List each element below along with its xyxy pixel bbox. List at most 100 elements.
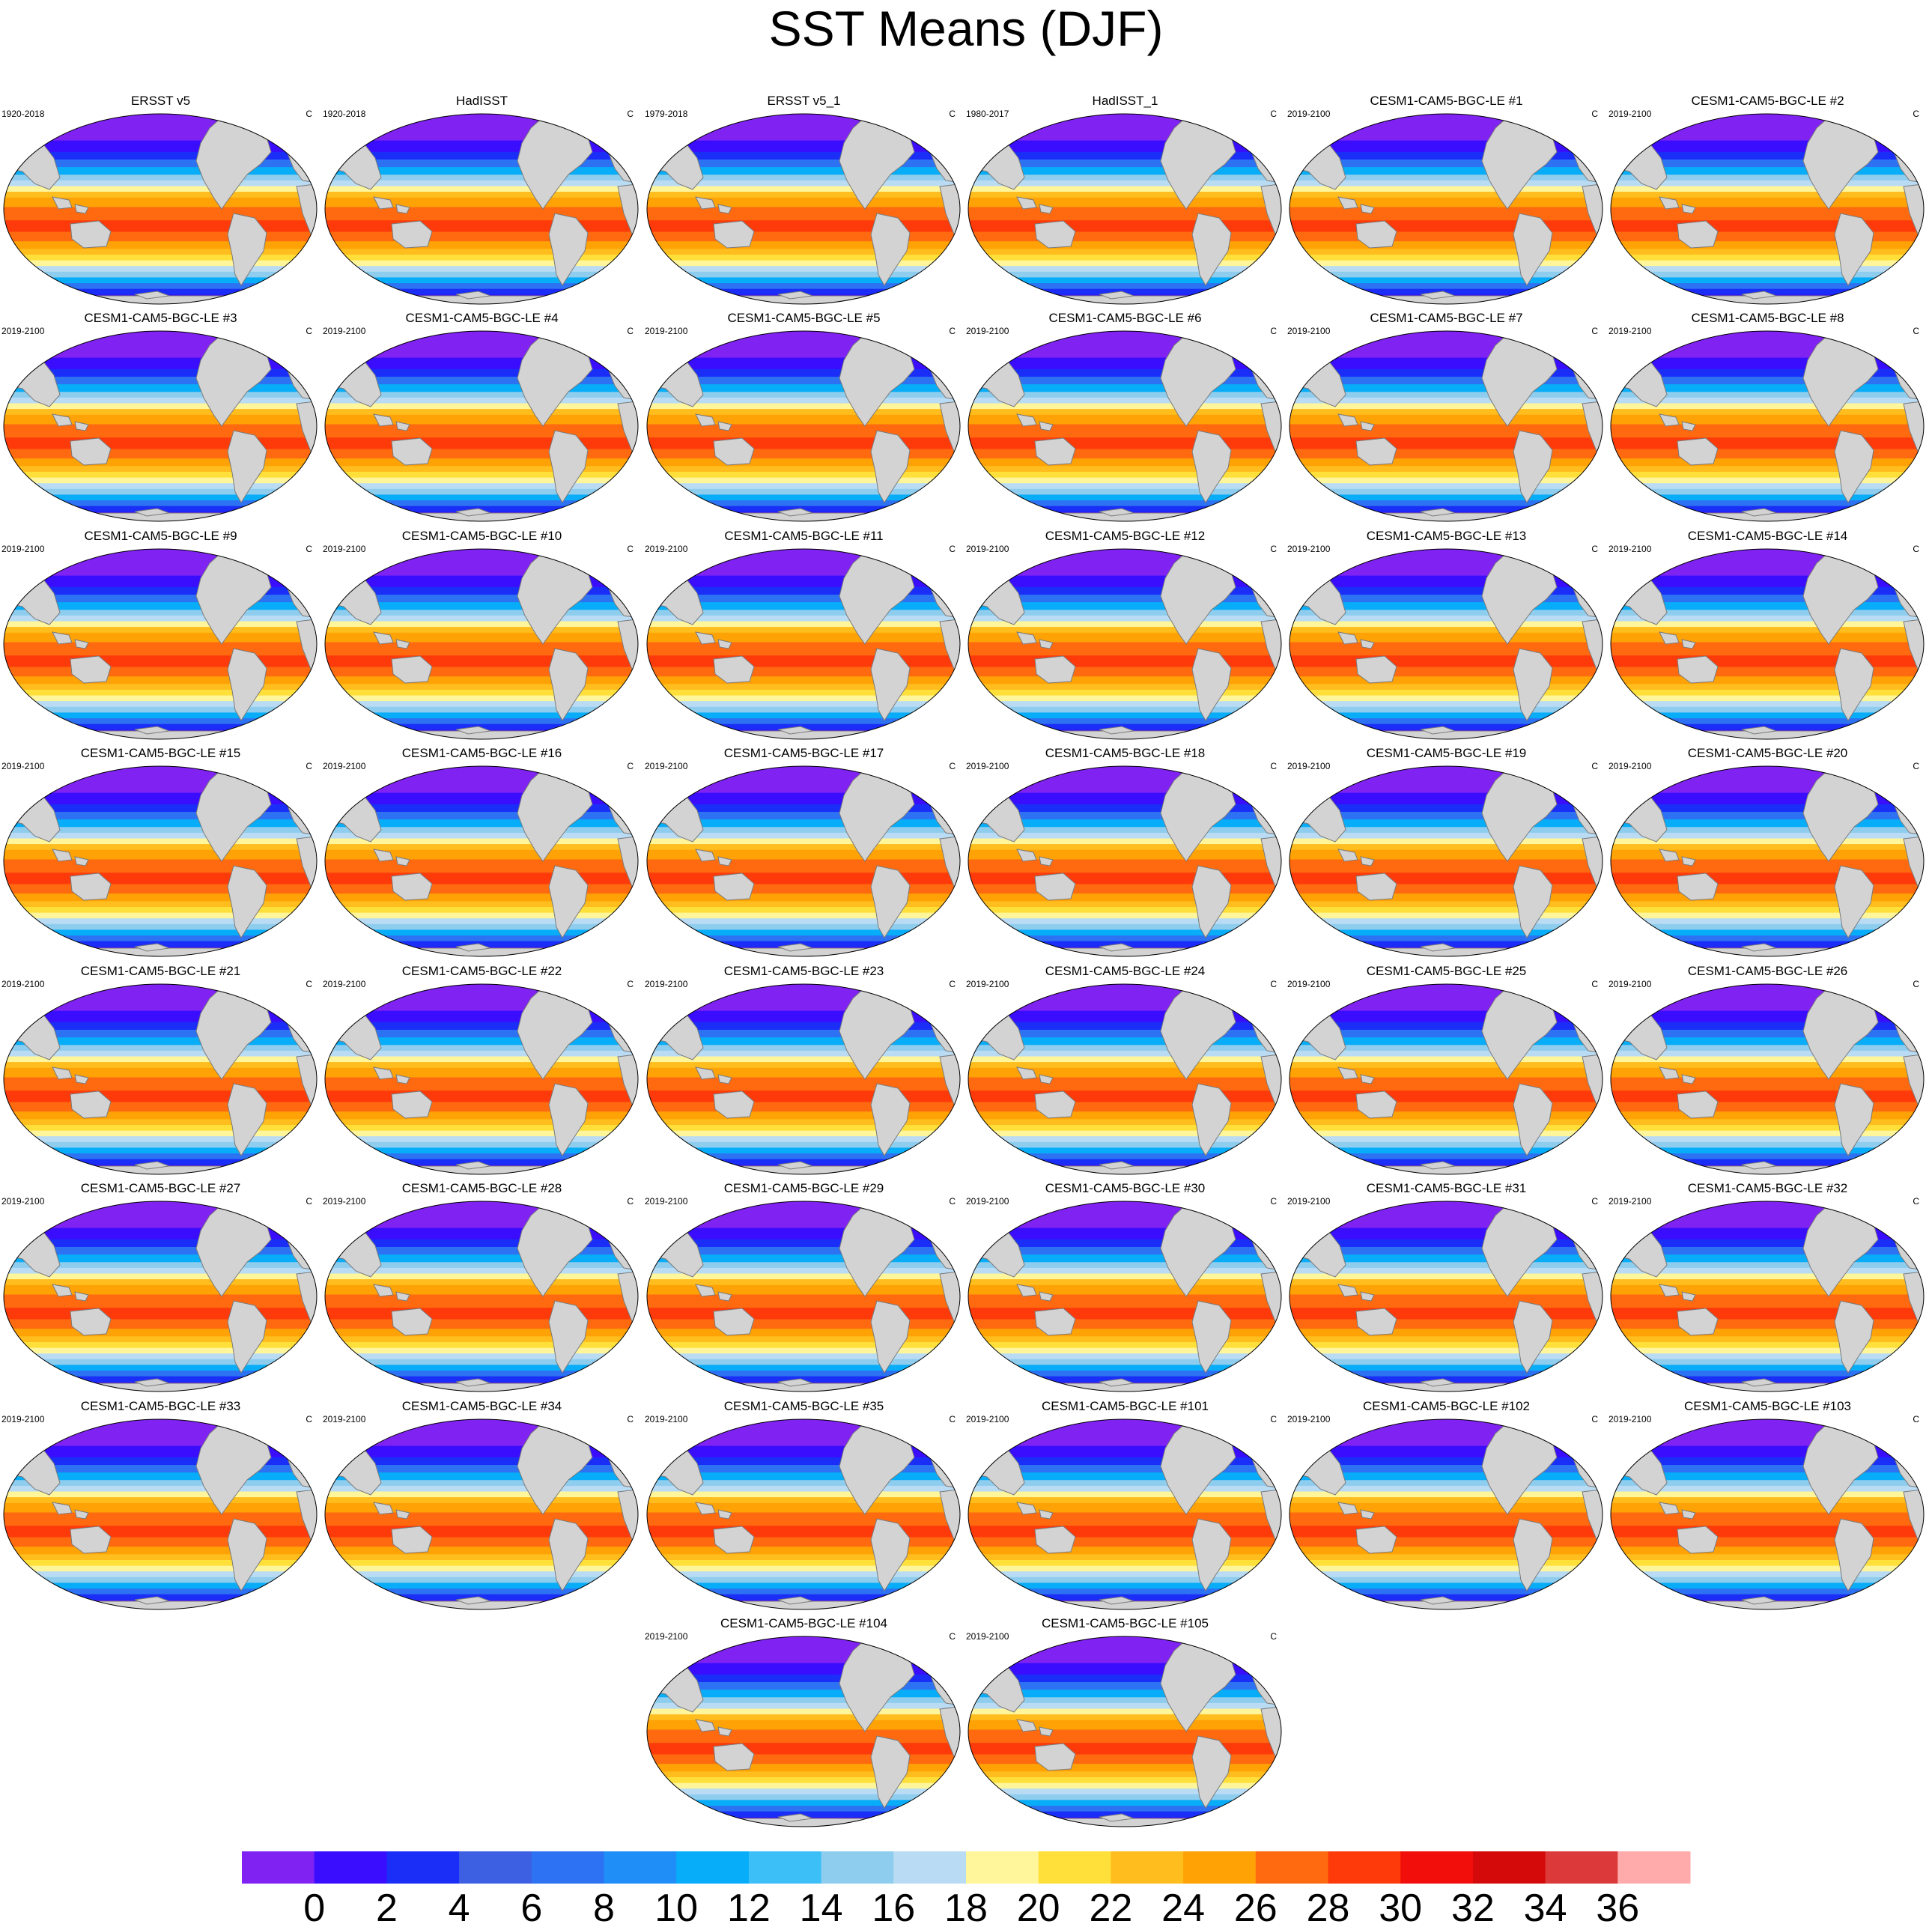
panel-period: 2019-2100 [966, 1631, 1009, 1642]
panel-period: 1980-2017 [966, 109, 1009, 119]
sst-map [646, 765, 961, 957]
map-panel: CESM1-CAM5-BGC-LE #11 2019-2100 C [643, 529, 965, 744]
panel-units: C [1591, 1196, 1598, 1207]
colorbar-tick-label: 32 [1451, 1887, 1495, 1930]
colorbar-tick-label: 0 [303, 1887, 325, 1930]
map-panel: CESM1-CAM5-BGC-LE #30 2019-2100 C [965, 1181, 1286, 1397]
panel-title: CESM1-CAM5-BGC-LE #11 [724, 529, 884, 543]
panel-period: 2019-2100 [645, 1196, 688, 1207]
panel-period: 2019-2100 [1, 544, 45, 554]
panel-period: 2019-2100 [645, 1414, 688, 1424]
panel-units: C [1270, 1414, 1277, 1424]
sst-map [646, 548, 961, 740]
panel-title: CESM1-CAM5-BGC-LE #22 [401, 964, 562, 978]
panel-period: 2019-2100 [1609, 761, 1652, 771]
sst-map [967, 113, 1282, 305]
sst-map [967, 1201, 1282, 1392]
panel-title: CESM1-CAM5-BGC-LE #101 [1042, 1399, 1209, 1413]
panel-title: CESM1-CAM5-BGC-LE #31 [1366, 1181, 1527, 1195]
panel-units: C [1270, 109, 1277, 119]
panel-units: C [949, 109, 956, 119]
colorbar-tick-label: 2 [376, 1887, 398, 1930]
colorbar-tick-label: 12 [727, 1887, 771, 1930]
colorbar-tick-label: 22 [1089, 1887, 1132, 1930]
map-panel: CESM1-CAM5-BGC-LE #19 2019-2100 C [1286, 746, 1607, 962]
map-panel: HadISST_1 1980-2017 C [965, 94, 1286, 309]
panel-title: CESM1-CAM5-BGC-LE #104 [720, 1616, 887, 1630]
sst-map [324, 113, 639, 305]
map-panel: CESM1-CAM5-BGC-LE #13 2019-2100 C [1286, 529, 1607, 744]
sst-map [1289, 548, 1603, 740]
panel-period: 2019-2100 [966, 979, 1009, 989]
panel-units: C [1913, 326, 1919, 336]
panel-period: 2019-2100 [323, 1196, 366, 1207]
map-panel: CESM1-CAM5-BGC-LE #34 2019-2100 C [321, 1399, 643, 1615]
colorbar-tick-label: 20 [1017, 1887, 1060, 1930]
panel-units: C [1913, 544, 1919, 554]
sst-map [646, 1636, 961, 1827]
panel-units: C [949, 761, 956, 771]
sst-map [646, 983, 961, 1175]
panel-title: HadISST [456, 94, 508, 108]
panel-period: 2019-2100 [645, 761, 688, 771]
sst-map [1610, 113, 1925, 305]
panel-title: CESM1-CAM5-BGC-LE #17 [723, 746, 884, 760]
panel-period: 2019-2100 [1, 1196, 45, 1207]
colorbar-swatch [748, 1851, 822, 1884]
sst-map [3, 1418, 318, 1610]
map-panel: ERSST v5_1 1979-2018 C [643, 94, 965, 309]
colorbar-swatch [386, 1851, 460, 1884]
panel-title: CESM1-CAM5-BGC-LE #8 [1691, 311, 1844, 325]
panel-units: C [627, 761, 634, 771]
sst-map [1610, 1418, 1925, 1610]
panel-title: CESM1-CAM5-BGC-LE #29 [723, 1181, 884, 1195]
panel-title: CESM1-CAM5-BGC-LE #103 [1684, 1399, 1851, 1413]
panel-title: CESM1-CAM5-BGC-LE #18 [1045, 746, 1206, 760]
panel-units: C [627, 1414, 634, 1424]
panel-period: 2019-2100 [1287, 544, 1331, 554]
panel-units: C [1270, 544, 1277, 554]
map-panel: CESM1-CAM5-BGC-LE #2 2019-2100 C [1607, 94, 1928, 309]
map-panel: CESM1-CAM5-BGC-LE #3 2019-2100 C [0, 311, 321, 526]
panel-units: C [1591, 979, 1598, 989]
panel-period: 2019-2100 [1287, 761, 1331, 771]
colorbar-tick-label: 30 [1379, 1887, 1422, 1930]
panel-title: CESM1-CAM5-BGC-LE #23 [723, 964, 884, 978]
map-panel: ERSST v5 1920-2018 C [0, 94, 321, 309]
map-panel: CESM1-CAM5-BGC-LE #1 2019-2100 C [1286, 94, 1607, 309]
sst-map [1289, 765, 1603, 957]
sst-map [1610, 765, 1925, 957]
panel-period: 2019-2100 [323, 544, 366, 554]
panel-units: C [1270, 979, 1277, 989]
sst-map [646, 113, 961, 305]
map-panel: CESM1-CAM5-BGC-LE #104 2019-2100 C [643, 1616, 965, 1832]
sst-map [3, 983, 318, 1175]
panel-units: C [627, 544, 634, 554]
panel-period: 2019-2100 [323, 1414, 366, 1424]
colorbar-swatch [1400, 1851, 1474, 1884]
map-panel: CESM1-CAM5-BGC-LE #21 2019-2100 C [0, 964, 321, 1180]
panel-title: CESM1-CAM5-BGC-LE #16 [401, 746, 562, 760]
panel-title: CESM1-CAM5-BGC-LE #24 [1045, 964, 1206, 978]
map-panel: CESM1-CAM5-BGC-LE #10 2019-2100 C [321, 529, 643, 744]
panel-title: CESM1-CAM5-BGC-LE #34 [401, 1399, 562, 1413]
panel-period: 2019-2100 [1609, 326, 1652, 336]
colorbar-swatch [1183, 1851, 1257, 1884]
sst-map [1289, 1418, 1603, 1610]
panel-period: 2019-2100 [1287, 1196, 1331, 1207]
panel-period: 2019-2100 [1, 979, 45, 989]
sst-map [1289, 1201, 1603, 1392]
panel-period: 2019-2100 [966, 761, 1009, 771]
colorbar-swatch [1617, 1851, 1691, 1884]
sst-map [967, 1418, 1282, 1610]
colorbar-swatch [242, 1851, 315, 1884]
colorbar-swatch [1472, 1851, 1546, 1884]
panel-units: C [1913, 109, 1919, 119]
map-panel: CESM1-CAM5-BGC-LE #5 2019-2100 C [643, 311, 965, 526]
colorbar-tick-label: 36 [1596, 1887, 1639, 1930]
colorbar-swatch [459, 1851, 532, 1884]
panel-period: 2019-2100 [1609, 979, 1652, 989]
map-panel: CESM1-CAM5-BGC-LE #24 2019-2100 C [965, 964, 1286, 1180]
panel-title: CESM1-CAM5-BGC-LE #20 [1687, 746, 1848, 760]
colorbar-swatch [1038, 1851, 1111, 1884]
